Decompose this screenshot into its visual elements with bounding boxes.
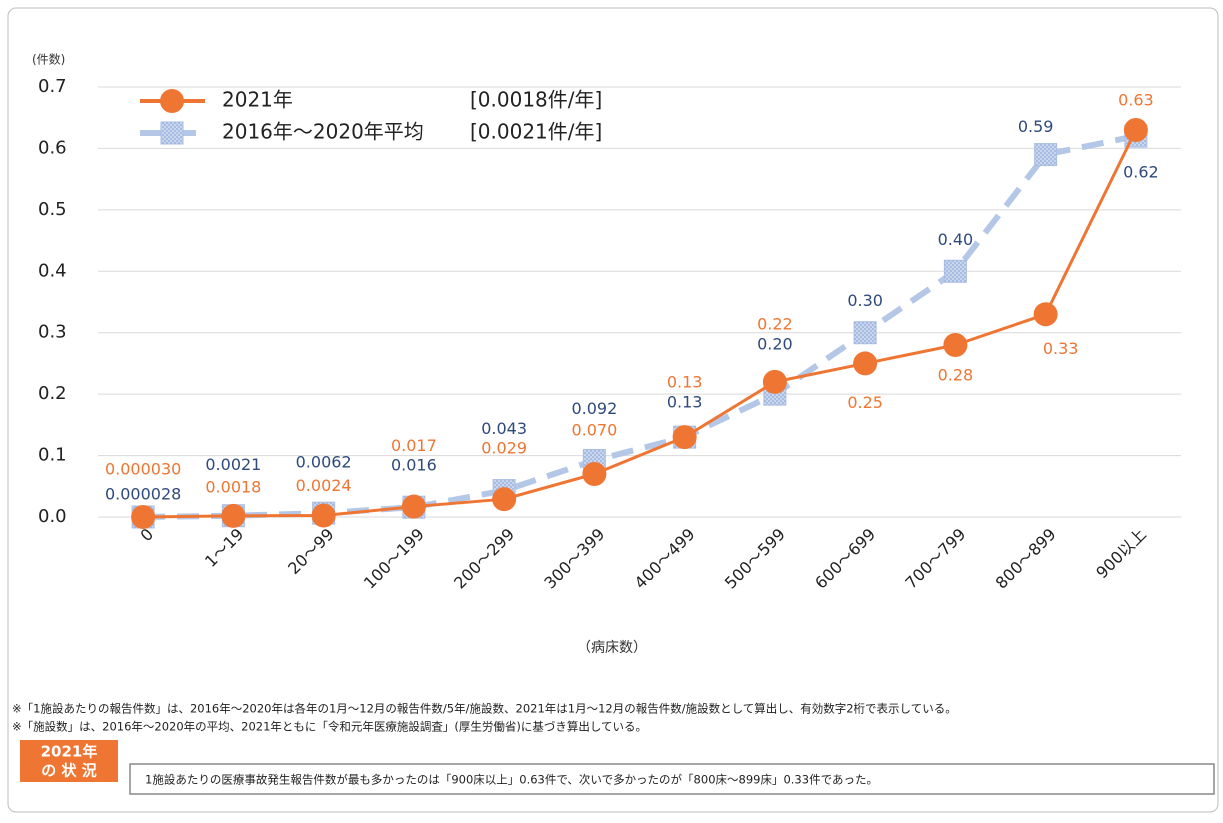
marker: [1033, 302, 1058, 327]
data-label: 0.029: [481, 439, 527, 458]
data-label: 0.28: [938, 366, 974, 385]
badge: [20, 740, 118, 782]
summary-text: 1施設あたりの医療事故発生報告件数が最も多かったのは「900床以上」0.63件で…: [145, 773, 878, 787]
marker: [221, 503, 246, 528]
data-label: 0.22: [757, 314, 793, 333]
y-axis-label: (件数): [32, 52, 65, 67]
data-label: 0.13: [667, 373, 703, 392]
data-label: 0.092: [571, 399, 617, 418]
data-label: 0.000030: [105, 459, 181, 478]
marker: [762, 369, 787, 394]
data-label: 0.20: [757, 335, 793, 354]
data-label: 0.40: [938, 230, 974, 249]
marker: [943, 259, 967, 283]
marker: [853, 321, 877, 345]
marker: [401, 494, 426, 519]
marker: [672, 425, 697, 450]
series-line: [143, 133, 1137, 520]
series-line: [143, 129, 1138, 519]
data-label: 0.62: [1123, 163, 1159, 182]
legend-annotation: [0.0021件/年]: [470, 120, 602, 144]
data-label: 0.016: [391, 456, 437, 475]
y-tick-label: 0.5: [38, 199, 67, 220]
legend-annotation: [0.0018件/年]: [470, 88, 602, 112]
data-label: 0.070: [571, 421, 617, 440]
data-label: 0.043: [481, 419, 527, 438]
data-label: 0.017: [391, 436, 437, 455]
legend-marker: [160, 89, 184, 113]
marker: [131, 504, 156, 529]
data-label: 0.000028: [105, 484, 181, 503]
marker: [943, 333, 968, 357]
marker: [1123, 118, 1148, 142]
y-tick-label: 0.3: [38, 322, 67, 343]
y-tick-label: 0.4: [38, 260, 67, 281]
legend-marker: [160, 121, 184, 145]
legend-label: 2016年～2020年平均: [222, 120, 424, 144]
summary-box: [129, 763, 1215, 795]
badge-text: の 状 況: [41, 762, 96, 780]
data-label: 0.0018: [205, 477, 261, 496]
note: ※「施設数」は、2016年～2020年の平均、2021年ともに「令和元年医療施設…: [12, 720, 647, 734]
x-axis-label: （病床数）: [577, 640, 647, 656]
badge-text: 2021年: [41, 743, 98, 761]
marker: [1034, 143, 1058, 167]
note: ※「1施設あたりの報告件数」は、2016年～2020年は各年の1月～12月の報告…: [12, 702, 957, 716]
data-label: 0.0024: [296, 476, 352, 495]
data-label: 0.0021: [205, 455, 261, 474]
y-tick-label: 0.7: [38, 76, 67, 97]
legend-label: 2021年: [222, 88, 293, 112]
marker: [492, 487, 517, 512]
data-label: 0.59: [1018, 117, 1054, 136]
data-label: 0.63: [1118, 91, 1154, 110]
marker: [311, 503, 336, 528]
marker: [853, 351, 878, 376]
data-label: 0.25: [847, 393, 883, 412]
y-tick-label: 0.0: [38, 506, 67, 527]
data-label: 0.30: [847, 291, 883, 310]
y-tick-label: 0.1: [38, 445, 67, 466]
marker: [582, 462, 607, 486]
y-tick-label: 0.6: [38, 137, 67, 158]
data-label: 0.0062: [296, 453, 352, 472]
frame: [7, 7, 1219, 813]
data-label: 0.33: [1043, 339, 1079, 358]
y-tick-label: 0.2: [38, 383, 67, 404]
data-label: 0.13: [667, 393, 703, 412]
